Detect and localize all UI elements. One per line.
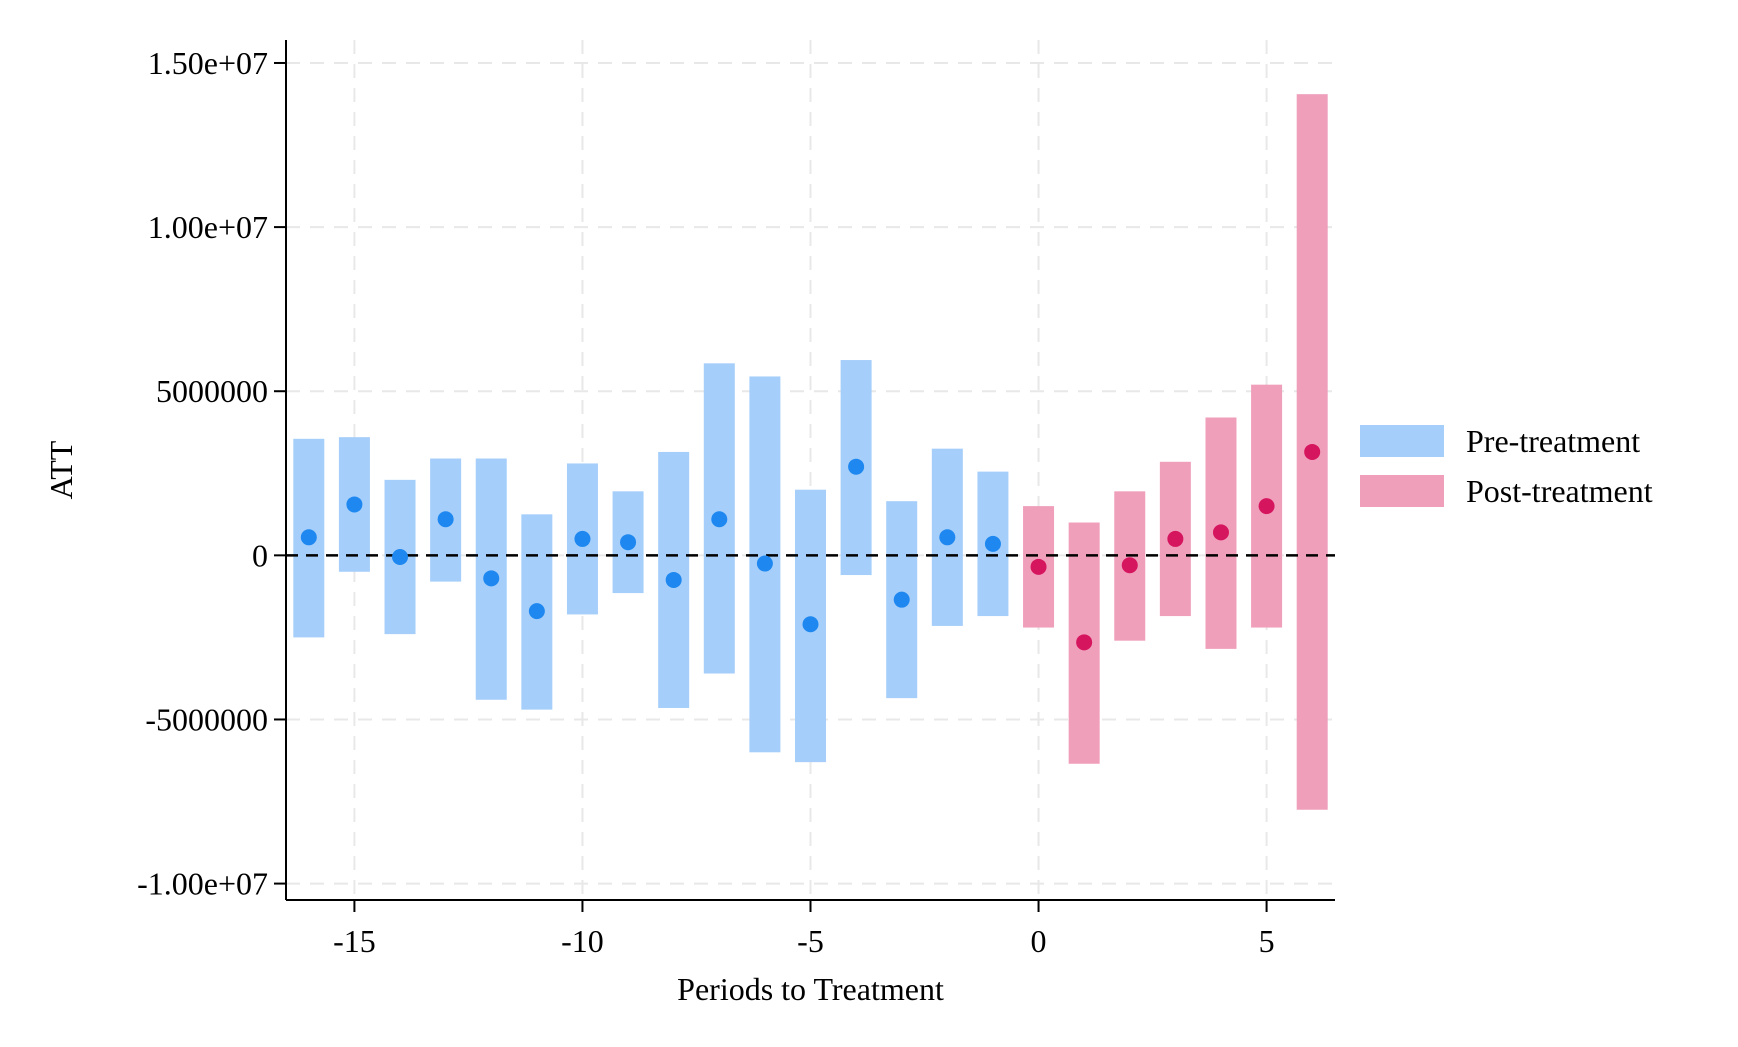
y-tick-label: 5000000: [156, 373, 268, 409]
point-estimate: [756, 555, 773, 572]
point-estimate: [620, 534, 637, 551]
point-estimate: [346, 496, 363, 513]
point-estimate: [802, 616, 819, 633]
labels-layer: Periods to Treatment ATT: [43, 440, 944, 1007]
y-tick-label: -1.00e+07: [137, 866, 268, 902]
x-tick-label: 0: [1031, 923, 1047, 959]
point-estimate: [984, 535, 1001, 552]
y-axis-label: ATT: [43, 440, 79, 499]
point-estimate: [392, 548, 409, 565]
x-axis-label: Periods to Treatment: [677, 971, 944, 1007]
point-estimate: [1121, 557, 1138, 574]
point-estimate: [893, 591, 910, 608]
legend-swatch: [1360, 425, 1444, 457]
point-estimate: [848, 458, 865, 475]
point-estimate: [300, 529, 317, 546]
point-estimate: [1304, 443, 1321, 460]
point-estimate: [574, 530, 591, 547]
point-estimate: [1030, 558, 1047, 575]
point-estimate: [528, 603, 545, 620]
y-tick-label: -5000000: [145, 701, 268, 737]
legend-label: Pre-treatment: [1466, 423, 1640, 459]
point-estimate: [665, 571, 682, 588]
point-estimate: [1212, 524, 1229, 541]
point-estimate: [1167, 530, 1184, 547]
x-tick-label: 5: [1259, 923, 1275, 959]
legend-swatch: [1360, 475, 1444, 507]
point-estimate: [437, 511, 454, 528]
point-estimate: [939, 529, 956, 546]
y-tick-label: 1.50e+07: [148, 45, 268, 81]
confidence-bars-layer: [293, 94, 1328, 810]
x-tick-label: -15: [333, 923, 376, 959]
y-tick-label: 0: [252, 537, 268, 573]
point-estimate: [483, 570, 500, 587]
point-estimate: [1258, 498, 1275, 515]
x-tick-label: -5: [797, 923, 824, 959]
x-tick-label: -10: [561, 923, 604, 959]
points-layer: [300, 443, 1321, 651]
axes-layer: 1.50e+07 1.00e+07 5000000 0 -5000000 -1.00e+0…: [137, 40, 1335, 959]
point-estimate: [711, 511, 728, 528]
y-tick-label: 1.00e+07: [148, 209, 268, 245]
legend-label: Post-treatment: [1466, 473, 1653, 509]
point-estimate: [1076, 634, 1093, 651]
legend: Pre-treatment Post-treatment: [1360, 423, 1653, 509]
